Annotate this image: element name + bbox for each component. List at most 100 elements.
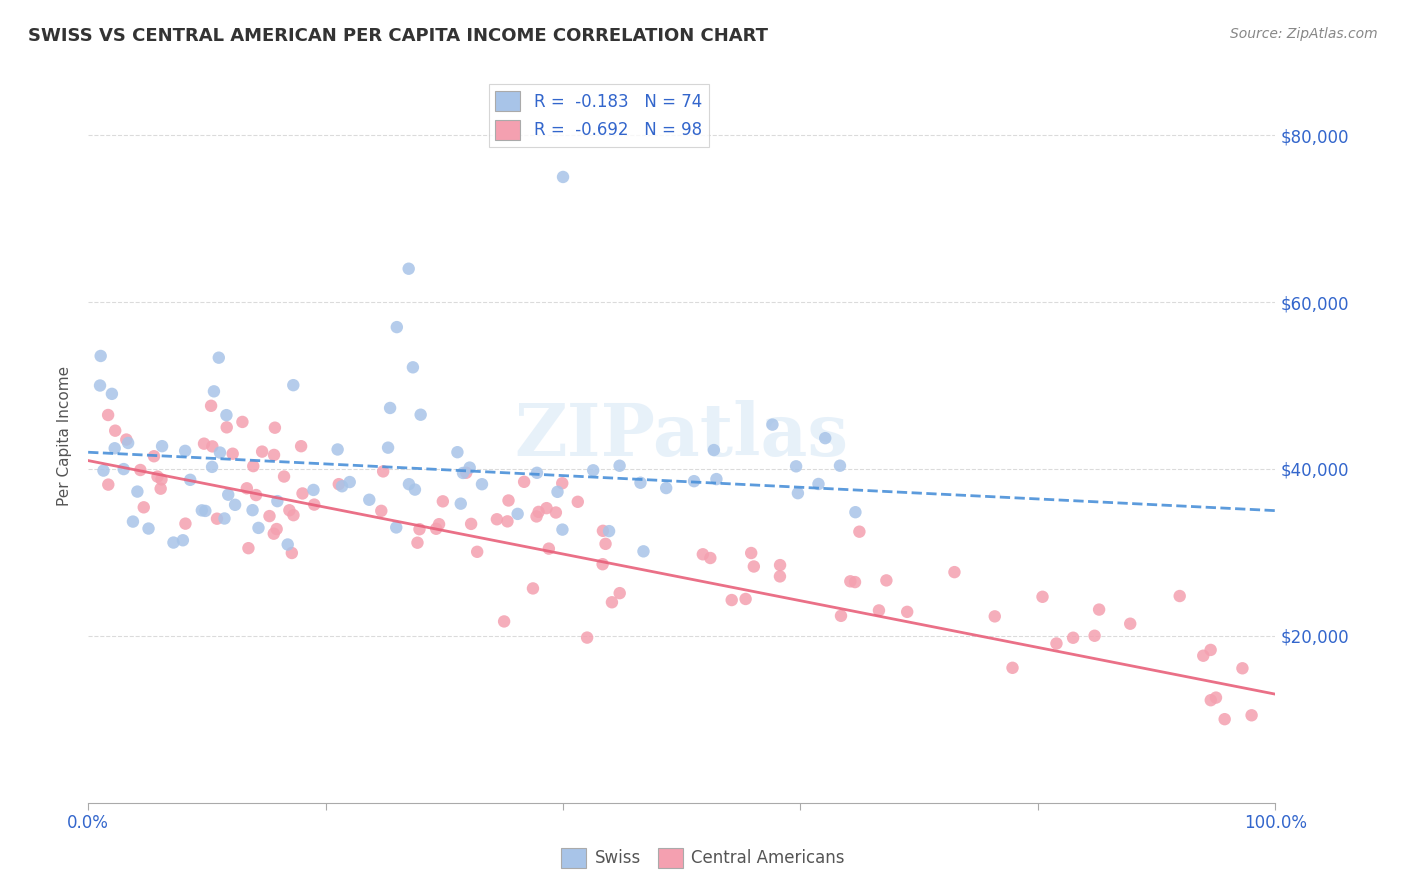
Point [699, 551, 721, 566]
Point [205, 511, 228, 525]
Point [1192, 648, 1215, 663]
Point [150, 472, 173, 486]
Point [720, 593, 742, 607]
Point [283, 508, 305, 523]
Point [266, 522, 288, 536]
Point [373, 464, 395, 478]
Point [592, 558, 614, 572]
Point [266, 494, 288, 508]
Point [734, 591, 756, 606]
Point [600, 595, 623, 609]
Point [406, 535, 429, 549]
Point [191, 503, 214, 517]
Legend: R =  -0.183   N = 74, R =  -0.692   N = 98: R = -0.183 N = 74, R = -0.692 N = 98 [489, 84, 709, 146]
Point [330, 479, 353, 493]
Point [150, 439, 173, 453]
Point [769, 558, 792, 573]
Point [1199, 643, 1222, 657]
Point [630, 475, 652, 490]
Point [97, 408, 120, 422]
Point [172, 533, 194, 548]
Point [242, 459, 264, 474]
Point [339, 475, 361, 489]
Point [215, 408, 238, 422]
Point [740, 546, 762, 560]
Point [385, 320, 408, 334]
Point [460, 516, 482, 531]
Point [398, 477, 420, 491]
Point [326, 442, 349, 457]
Point [839, 574, 862, 589]
Point [201, 439, 224, 453]
Point [129, 463, 152, 477]
Point [576, 631, 599, 645]
Point [465, 545, 488, 559]
Point [115, 433, 138, 447]
Point [526, 466, 548, 480]
Point [217, 488, 239, 502]
Point [598, 524, 620, 538]
Point [93, 464, 115, 478]
Point [214, 511, 236, 525]
Point [278, 503, 301, 517]
Point [215, 420, 238, 434]
Point [162, 535, 184, 549]
Point [143, 449, 166, 463]
Point [1168, 589, 1191, 603]
Point [567, 495, 589, 509]
Point [655, 481, 678, 495]
Point [425, 522, 447, 536]
Point [370, 504, 392, 518]
Point [398, 261, 420, 276]
Point [402, 360, 425, 375]
Point [1001, 661, 1024, 675]
Point [814, 431, 837, 445]
Point [595, 537, 617, 551]
Point [536, 501, 558, 516]
Point [201, 459, 224, 474]
Point [302, 483, 325, 497]
Point [785, 459, 807, 474]
Point [485, 512, 508, 526]
Point [844, 575, 866, 590]
Point [551, 523, 574, 537]
Point [247, 521, 270, 535]
Point [193, 436, 215, 450]
Point [90, 349, 112, 363]
Point [404, 483, 426, 497]
Point [378, 401, 401, 415]
Point [494, 615, 516, 629]
Point [450, 497, 472, 511]
Point [1088, 602, 1111, 616]
Point [304, 498, 326, 512]
Y-axis label: Per Capita Income: Per Capita Income [58, 366, 72, 506]
Text: SWISS VS CENTRAL AMERICAN PER CAPITA INCOME CORRELATION CHART: SWISS VS CENTRAL AMERICAN PER CAPITA INC… [28, 27, 768, 45]
Point [1240, 708, 1263, 723]
Point [526, 509, 548, 524]
Point [432, 494, 454, 508]
Point [456, 466, 478, 480]
Point [97, 477, 120, 491]
Point [683, 474, 706, 488]
Point [1232, 661, 1254, 675]
Point [703, 443, 725, 458]
Point [786, 486, 808, 500]
Point [283, 378, 305, 392]
Point [290, 439, 312, 453]
Point [208, 445, 231, 459]
Point [1119, 616, 1142, 631]
Point [742, 559, 765, 574]
Point [544, 506, 567, 520]
Point [896, 605, 918, 619]
Point [522, 582, 544, 596]
Point [451, 466, 474, 480]
Text: Source: ZipAtlas.com: Source: ZipAtlas.com [1230, 27, 1378, 41]
Point [868, 603, 890, 617]
Point [101, 387, 124, 401]
Point [200, 399, 222, 413]
Point [446, 445, 468, 459]
Point [259, 509, 281, 524]
Point [194, 504, 217, 518]
Point [231, 415, 253, 429]
Point [692, 547, 714, 561]
